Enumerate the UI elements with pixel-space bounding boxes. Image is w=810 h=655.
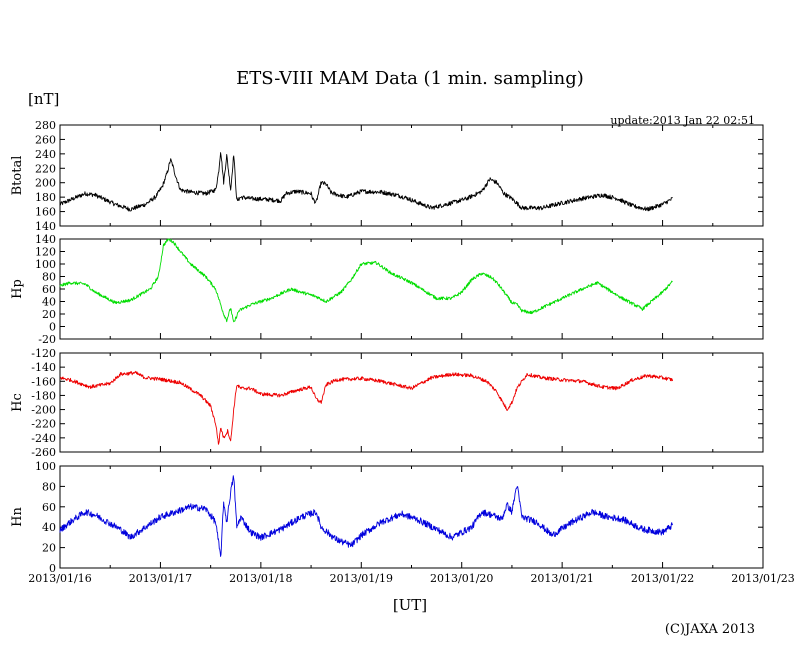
y-tick-label: 100 — [35, 460, 56, 473]
series-line-hp — [59, 238, 673, 323]
y-tick-label: 100 — [35, 258, 56, 271]
update-timestamp: update:2013 Jan 22 02:51 — [610, 114, 755, 127]
y-tick-label: 260 — [35, 133, 56, 146]
x-tick-label: 2013/01/20 — [430, 572, 493, 585]
unit-label: [nT] — [28, 90, 59, 108]
x-tick-label: 2013/01/21 — [530, 572, 593, 585]
y-axis-label: Hp — [10, 279, 25, 299]
y-tick-label: -160 — [31, 375, 56, 388]
y-tick-label: -260 — [31, 446, 56, 459]
y-tick-label: -220 — [31, 418, 56, 431]
panel-frame — [59, 238, 764, 340]
y-tick-label: 60 — [42, 283, 56, 296]
copyright-credit: (C)JAXA 2013 — [665, 622, 755, 637]
y-tick-label: 20 — [42, 308, 56, 321]
y-axis-label: Btotal — [10, 156, 25, 196]
y-tick-label: -240 — [31, 432, 56, 445]
y-tick-label: 180 — [35, 191, 56, 204]
x-axis-label: [UT] — [393, 596, 427, 614]
y-tick-label: -200 — [31, 404, 56, 417]
y-tick-label: -140 — [31, 361, 56, 374]
y-tick-label: -180 — [31, 389, 56, 402]
y-tick-label: 280 — [35, 119, 56, 132]
y-tick-label: 40 — [42, 521, 56, 534]
y-tick-label: 120 — [35, 246, 56, 259]
y-tick-label: 20 — [42, 542, 56, 555]
series-line-btotal — [59, 152, 673, 212]
y-tick-label: 240 — [35, 148, 56, 161]
panel-frame — [59, 352, 764, 453]
series-line-hc — [59, 370, 674, 445]
y-tick-label: 40 — [42, 296, 56, 309]
y-tick-label: 220 — [35, 162, 56, 175]
y-tick-label: 60 — [42, 501, 56, 514]
panel-hn: 0 20 40 60 80 100 Hn — [10, 460, 764, 575]
y-tick-label: -20 — [38, 333, 56, 346]
x-tick-label: 2013/01/22 — [631, 572, 694, 585]
x-tick-label: 2013/01/18 — [229, 572, 292, 585]
panels-group: 140160180200220240260280Btotal-200204060… — [10, 119, 764, 575]
y-tick-label: 140 — [35, 220, 56, 233]
series-line-hn — [59, 475, 674, 557]
x-axis: 2013/01/16 2013/01/17 2013/01/18 2013/01/19… — [28, 572, 794, 585]
y-tick-label: 140 — [35, 233, 56, 246]
y-tick-label: 160 — [35, 206, 56, 219]
y-tick-label: 0 — [49, 321, 56, 334]
x-tick-label: 2013/01/23 — [731, 572, 794, 585]
y-tick-label: 200 — [35, 177, 56, 190]
y-tick-label: 80 — [42, 480, 56, 493]
x-tick-label: 2013/01/16 — [28, 572, 91, 585]
x-tick-label: 2013/01/19 — [330, 572, 393, 585]
panel-hc: -260-240-220-200 -180-160-140-120 Hc — [10, 347, 764, 459]
x-tick-label: 2013/01/17 — [129, 572, 192, 585]
y-axis-label: Hn — [10, 507, 25, 527]
chart-title: ETS-VIII MAM Data (1 min. sampling) — [236, 68, 584, 89]
y-tick-label: 80 — [42, 271, 56, 284]
y-tick-label: 0 — [49, 562, 56, 575]
y-tick-label: -120 — [31, 347, 56, 360]
y-axis-label: Hc — [10, 393, 25, 412]
